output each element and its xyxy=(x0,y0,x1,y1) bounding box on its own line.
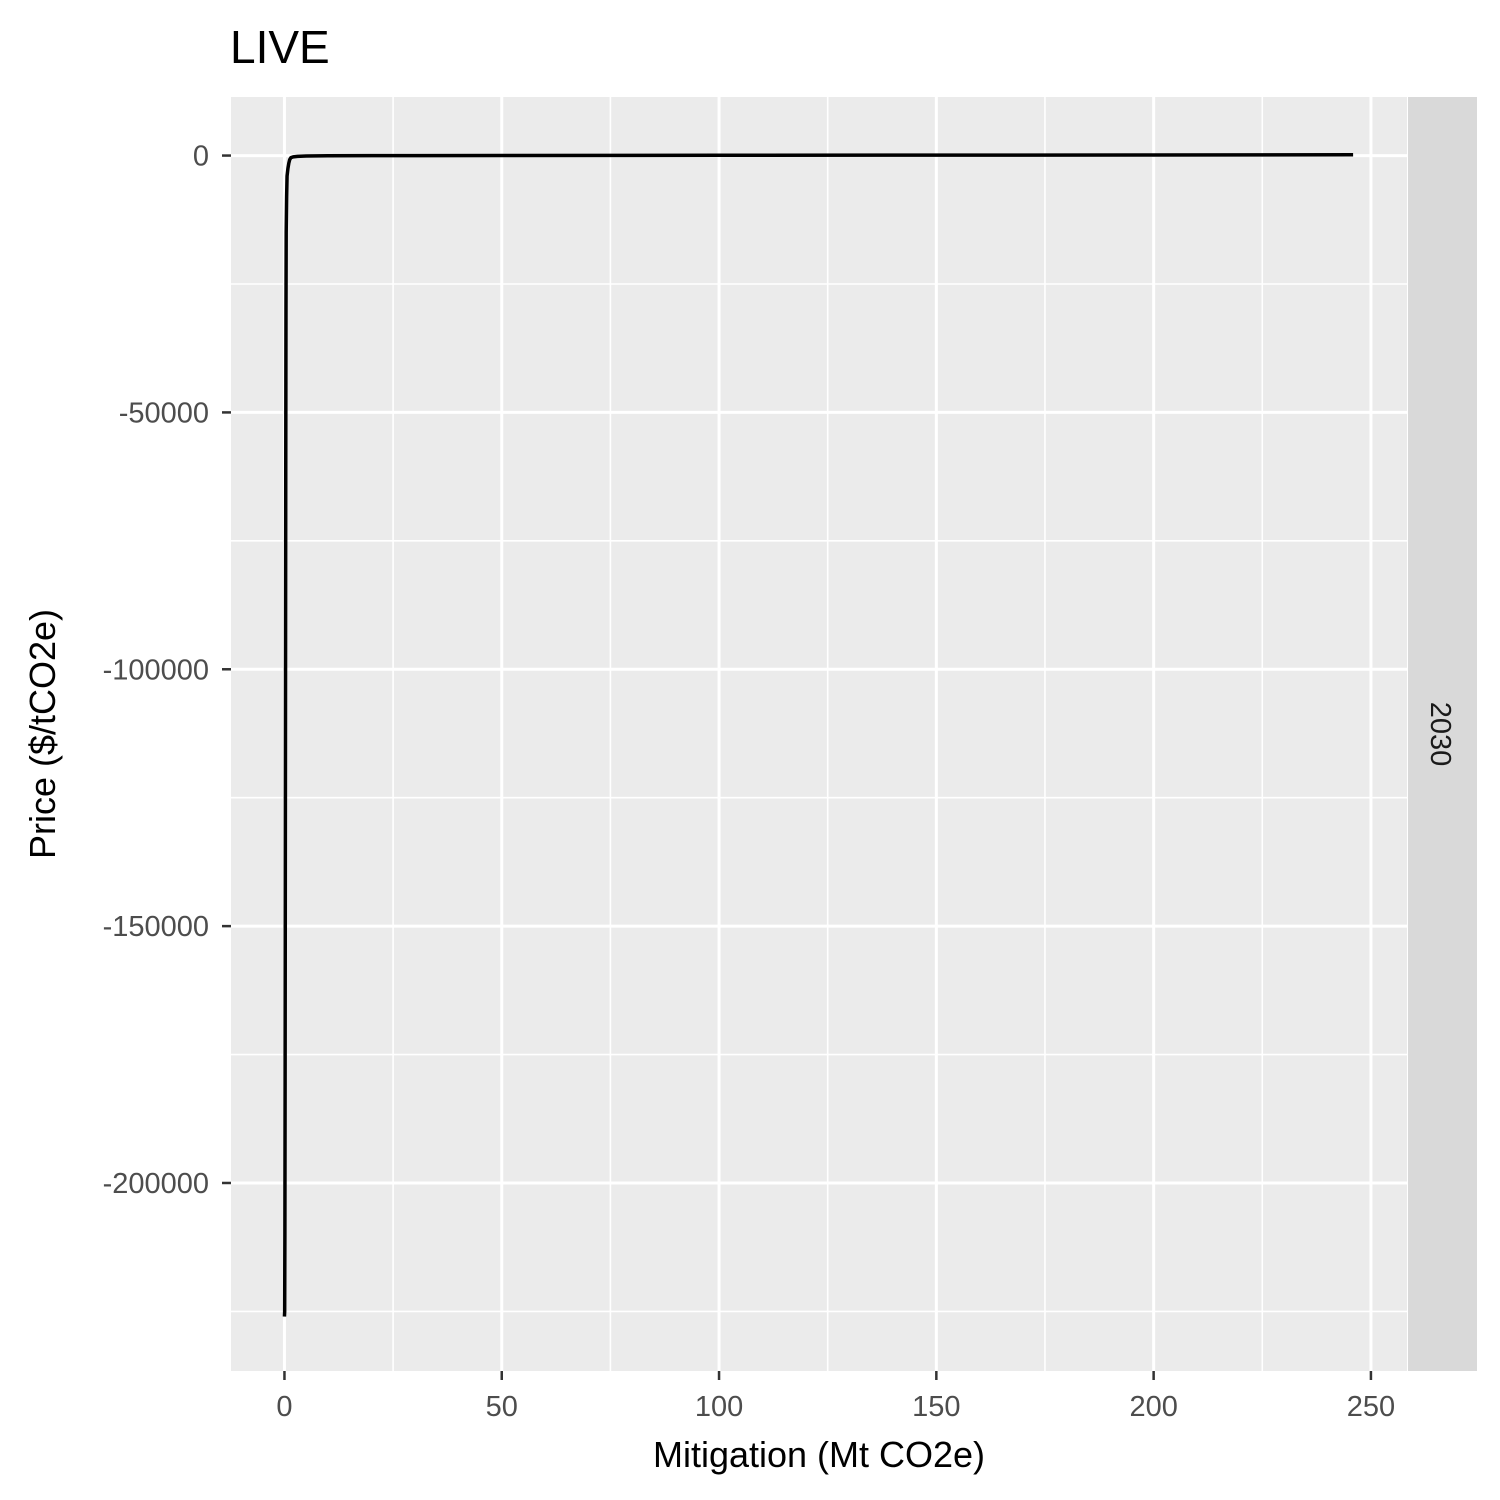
x-tick-label: 250 xyxy=(1347,1391,1395,1423)
plot-panel xyxy=(231,97,1407,1371)
facet-strip xyxy=(1408,97,1477,1371)
series-line xyxy=(282,153,1354,1317)
x-tick-label: 0 xyxy=(276,1391,292,1423)
x-tick-label: 200 xyxy=(1129,1391,1177,1423)
x-tick-label: 150 xyxy=(912,1391,960,1423)
x-axis: 0 50 100 150 200 250 xyxy=(276,1371,1395,1423)
chart-title: LIVE xyxy=(230,21,330,73)
x-axis-title: Mitigation (Mt CO2e) xyxy=(653,1434,985,1475)
facet-strip-label: 2030 xyxy=(1424,702,1456,767)
y-axis-title: Price ($/tCO2e) xyxy=(22,609,63,859)
x-tick-label: 100 xyxy=(695,1391,743,1423)
y-tick-label: 0 xyxy=(193,141,209,173)
x-tick-label: 50 xyxy=(486,1391,518,1423)
y-tick-label: -150000 xyxy=(103,911,209,943)
series-layer xyxy=(282,153,1354,1317)
y-axis: 0 -50000 -100000 -150000 -200000 xyxy=(103,141,231,1200)
y-tick-label: -200000 xyxy=(103,1168,209,1200)
minor-gridlines xyxy=(231,97,1407,1371)
y-tick-label: -100000 xyxy=(103,654,209,686)
y-tick-label: -50000 xyxy=(119,397,209,429)
